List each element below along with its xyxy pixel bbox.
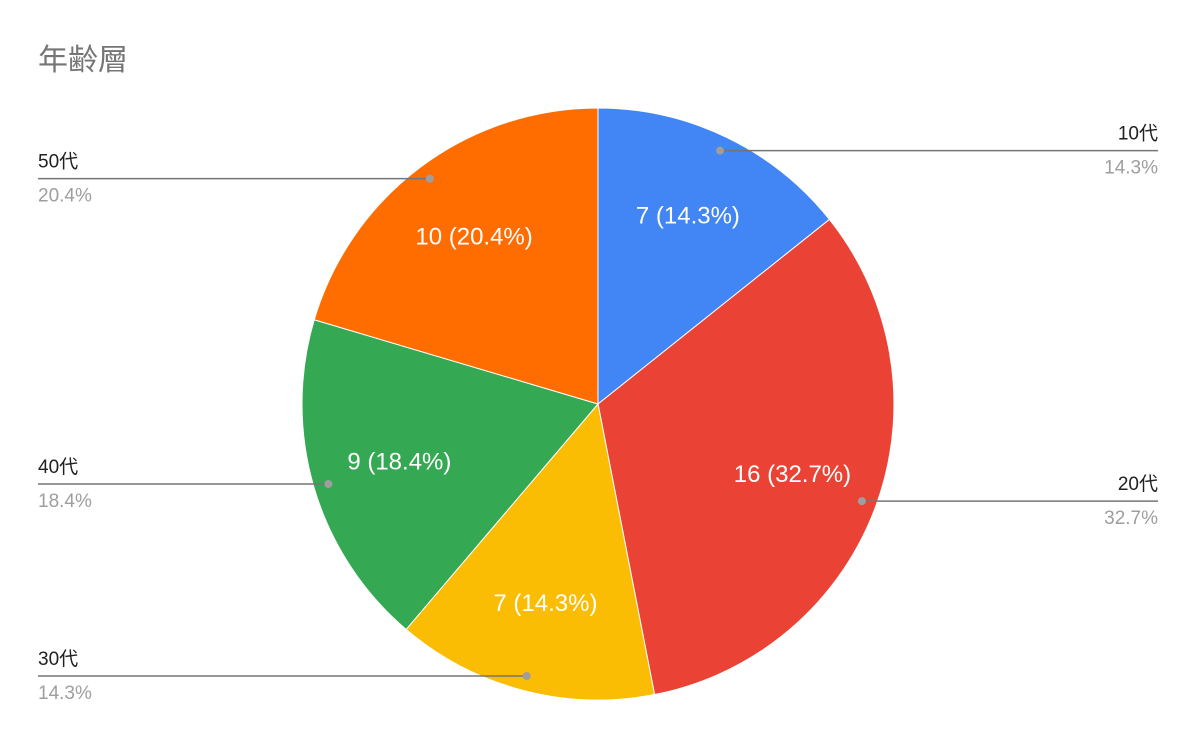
percent-label: 14.3%	[38, 683, 92, 704]
percent-label: 20.4%	[38, 186, 92, 207]
legend-label: 30代	[38, 648, 78, 670]
slice-label: 7 (14.3%)	[636, 203, 740, 230]
callout-dot	[857, 497, 866, 506]
callout-dot	[425, 174, 434, 183]
pie-slice	[405, 402, 656, 701]
pie-slice	[301, 319, 599, 631]
slice-label: 10 (20.4%)	[415, 223, 532, 250]
percent-label: 32.7%	[1104, 508, 1158, 529]
callout-dot	[324, 480, 333, 489]
slice-label: 7 (14.3%)	[493, 590, 597, 617]
percent-label: 14.3%	[1104, 158, 1158, 179]
pie-slice	[597, 218, 895, 696]
pie-slice	[313, 107, 599, 405]
pie-slice	[597, 107, 831, 406]
legend-label: 20代	[1118, 473, 1158, 495]
slice-label: 16 (32.7%)	[734, 461, 851, 488]
slice-label: 9 (18.4%)	[347, 448, 451, 475]
percent-label: 18.4%	[38, 491, 92, 512]
callout-dot	[716, 146, 725, 155]
callout-dot	[522, 672, 531, 681]
chart-title: 年齢層	[38, 44, 128, 77]
legend-label: 50代	[38, 151, 78, 173]
legend-label: 10代	[1118, 123, 1158, 145]
legend-label: 40代	[38, 456, 78, 478]
